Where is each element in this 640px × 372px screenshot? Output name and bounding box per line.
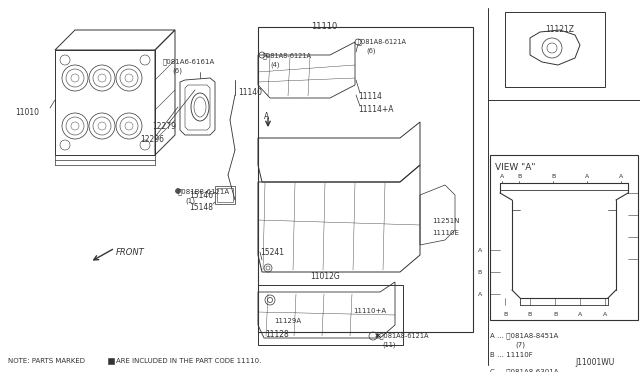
Text: 11114: 11114 bbox=[358, 92, 382, 101]
Text: (6): (6) bbox=[172, 68, 182, 74]
Text: 11140: 11140 bbox=[238, 88, 262, 97]
Text: 11012G: 11012G bbox=[310, 272, 340, 281]
Text: 15146: 15146 bbox=[189, 191, 213, 200]
Text: A: A bbox=[264, 112, 269, 121]
Bar bbox=[258, 285, 403, 345]
Text: FRONT: FRONT bbox=[116, 248, 145, 257]
Text: B: B bbox=[477, 269, 482, 275]
Text: 15148: 15148 bbox=[189, 203, 213, 212]
Text: (6): (6) bbox=[366, 48, 376, 55]
Text: 11121Z: 11121Z bbox=[545, 25, 574, 34]
Text: NOTE: PARTS MARKED: NOTE: PARTS MARKED bbox=[8, 358, 85, 364]
Text: (7): (7) bbox=[515, 342, 525, 349]
Text: Ⓑ081A8-6121A: Ⓑ081A8-6121A bbox=[358, 38, 407, 45]
Text: J11001WU: J11001WU bbox=[575, 358, 614, 367]
Text: A: A bbox=[477, 292, 482, 296]
Text: A: A bbox=[578, 312, 582, 317]
Text: B: B bbox=[528, 312, 532, 317]
Text: C … Ⓑ081A8-6301A: C … Ⓑ081A8-6301A bbox=[490, 368, 559, 372]
Text: B … 11110F: B … 11110F bbox=[490, 352, 532, 358]
Circle shape bbox=[175, 189, 180, 193]
Bar bbox=[490, 155, 638, 320]
Text: 12279: 12279 bbox=[152, 122, 176, 131]
Text: Ⓑ081A8-6121A: Ⓑ081A8-6121A bbox=[263, 52, 312, 59]
Bar bbox=[108, 358, 114, 364]
Text: A: A bbox=[585, 174, 589, 179]
Text: A: A bbox=[603, 312, 607, 317]
Text: Ⓑ081A6-6161A: Ⓑ081A6-6161A bbox=[163, 58, 215, 65]
Text: 11110+A: 11110+A bbox=[353, 308, 386, 314]
Text: 11128: 11128 bbox=[265, 330, 289, 339]
Text: ARE INCLUDED IN THE PART CODE 11110.: ARE INCLUDED IN THE PART CODE 11110. bbox=[116, 358, 261, 364]
Text: (4): (4) bbox=[270, 62, 280, 68]
Text: A … Ⓑ081A8-8451A: A … Ⓑ081A8-8451A bbox=[490, 332, 558, 339]
Bar bbox=[215, 186, 235, 204]
Text: B: B bbox=[517, 174, 521, 179]
Text: 11110E: 11110E bbox=[432, 230, 459, 236]
Text: B: B bbox=[551, 174, 555, 179]
Text: 11114+A: 11114+A bbox=[358, 105, 394, 114]
Text: 11110: 11110 bbox=[311, 22, 337, 31]
Text: ✱Ⓑ081A8-6121A: ✱Ⓑ081A8-6121A bbox=[375, 332, 429, 339]
Bar bbox=[505, 12, 605, 87]
Text: B: B bbox=[553, 312, 557, 317]
Text: A: A bbox=[619, 174, 623, 179]
Text: 15241: 15241 bbox=[260, 248, 284, 257]
Text: 11129A: 11129A bbox=[274, 318, 301, 324]
Text: 11251N: 11251N bbox=[432, 218, 460, 224]
Text: (1): (1) bbox=[185, 198, 195, 205]
Bar bbox=[217, 188, 233, 202]
Text: (11): (11) bbox=[382, 342, 396, 349]
Text: A: A bbox=[477, 247, 482, 253]
Text: 12296: 12296 bbox=[140, 135, 164, 144]
Text: VIEW "A": VIEW "A" bbox=[495, 163, 536, 172]
Text: B: B bbox=[503, 312, 507, 317]
Text: A: A bbox=[500, 174, 504, 179]
Text: Ⓑ081B8-6121A: Ⓑ081B8-6121A bbox=[178, 188, 230, 195]
Text: 11010: 11010 bbox=[15, 108, 39, 117]
Bar bbox=[258, 27, 473, 332]
